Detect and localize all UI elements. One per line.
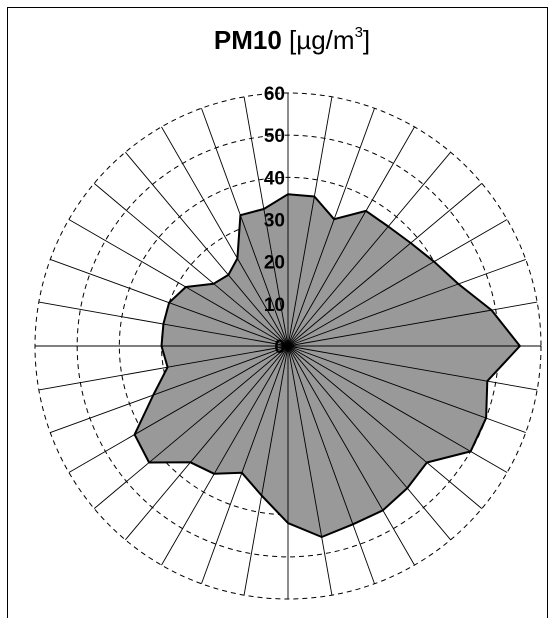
inner-spoke-350 [263, 208, 289, 347]
inner-spoke-10 [287, 196, 315, 347]
inner-spoke-20 [287, 219, 335, 347]
title-unit-prefix: [µg/m [289, 25, 355, 55]
inner-spoke-30 [287, 210, 367, 347]
inner-spoke-230 [148, 345, 289, 463]
tick-label-30: 30 [264, 211, 285, 232]
inner-spoke-330 [237, 258, 289, 347]
chart-frame [7, 7, 548, 618]
inner-spoke-210 [213, 345, 289, 475]
title-unit-exponent: 3 [354, 24, 363, 41]
inner-spoke-280 [163, 323, 289, 347]
inner-spoke-240 [134, 345, 289, 435]
inner-spoke-290 [168, 302, 289, 347]
inner-spoke-70 [287, 283, 459, 347]
tick-label-60: 60 [264, 84, 285, 105]
inner-spoke-220 [190, 345, 289, 463]
pm10-series [133, 193, 521, 538]
inner-spoke-80 [287, 309, 492, 347]
tick-label-0: 0 [274, 337, 285, 358]
inner-spoke-320 [228, 274, 289, 347]
tick-label-10: 10 [264, 295, 285, 316]
inner-spoke-250 [153, 345, 289, 396]
tick-label-50: 50 [264, 126, 285, 147]
title-main: PM10 [213, 25, 282, 55]
title-unit-suffix: ] [362, 25, 371, 55]
inner-spoke-100 [287, 345, 488, 382]
inner-spoke-300 [185, 286, 289, 347]
title-unit: [µg/m3] [289, 24, 371, 55]
inner-spoke-120 [287, 345, 471, 452]
tick-label-20: 20 [264, 253, 285, 274]
radial-tick-labels: 0 10 20 30 40 50 60 [264, 84, 285, 358]
inner-spoke-50 [287, 242, 412, 347]
tick-label-40: 40 [264, 168, 285, 189]
chart-title: PM10 [µg/m3] [0, 24, 556, 56]
inner-spoke-170 [287, 345, 323, 538]
inner-spoke-310 [213, 283, 289, 347]
inner-spoke-160 [287, 345, 354, 525]
inner-spoke-140 [287, 345, 408, 489]
inner-spoke-190 [261, 345, 289, 496]
inner-spoke-40 [287, 226, 389, 347]
inner-spoke-130 [287, 345, 428, 463]
inner-spoke-110 [287, 345, 487, 419]
inner-spoke-260 [167, 345, 289, 368]
inner-spoke-150 [287, 345, 384, 511]
inner-spoke-340 [239, 215, 289, 347]
inner-spoke-200 [241, 345, 289, 473]
inner-spoke-60 [287, 261, 435, 347]
